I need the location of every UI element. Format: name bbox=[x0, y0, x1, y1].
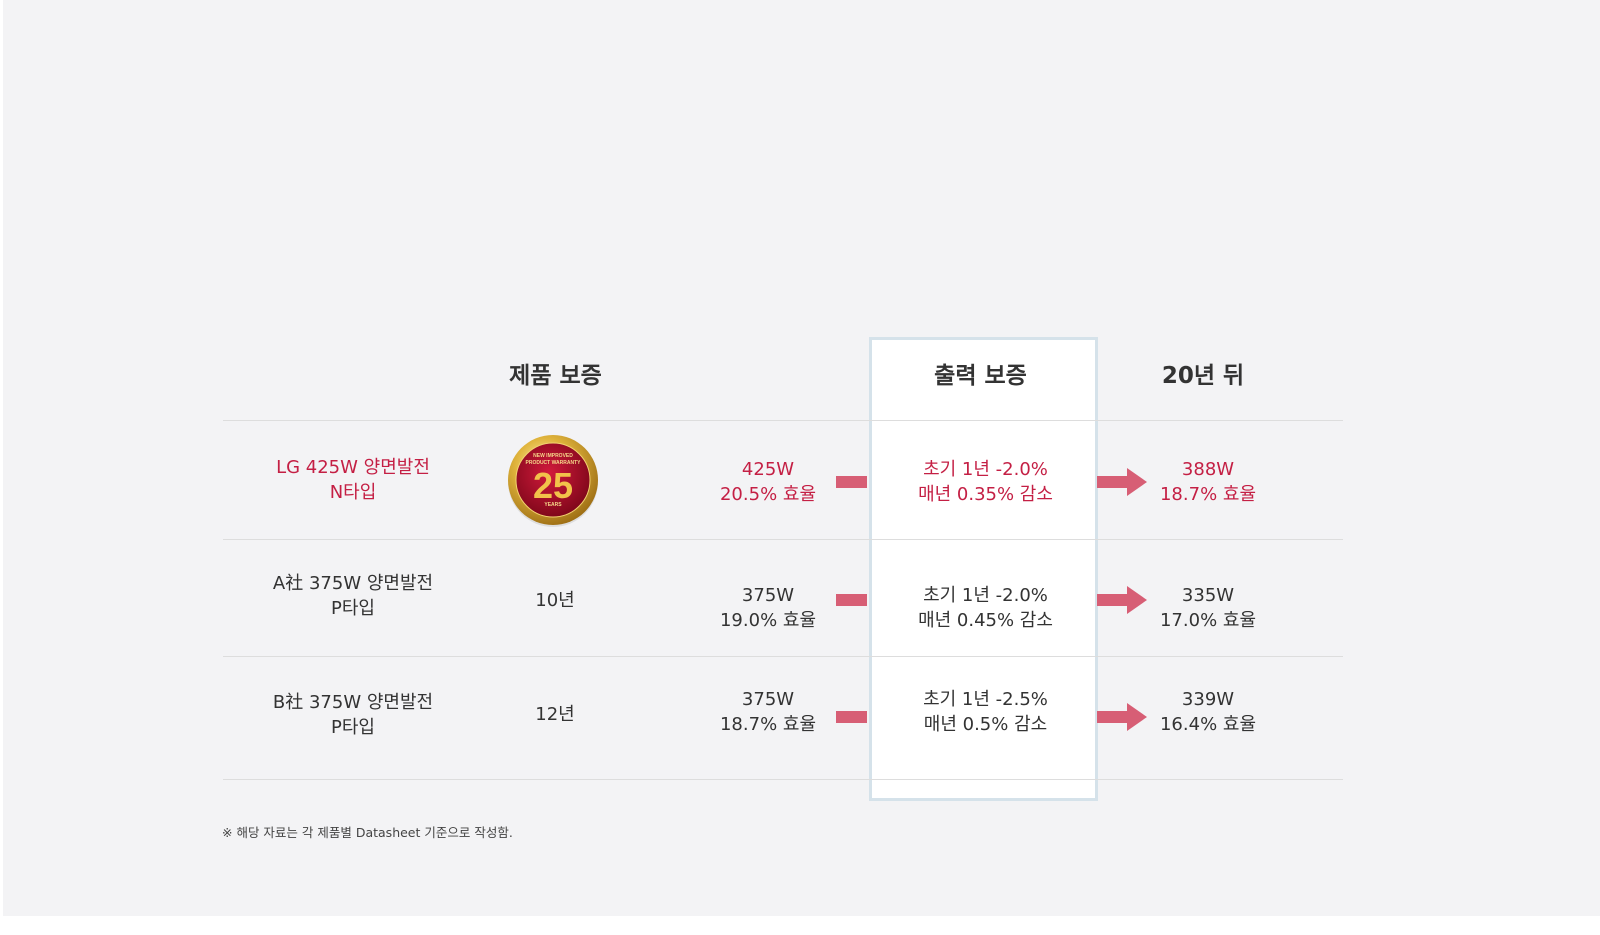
row-lg-initial: 425W 20.5% 효율 bbox=[703, 457, 833, 507]
bar-connector-icon bbox=[836, 594, 867, 606]
row-lg-output: 초기 1년 -2.0% 매년 0.35% 감소 bbox=[893, 457, 1078, 507]
product-type: P타입 bbox=[331, 717, 375, 738]
row-b-warranty: 12년 bbox=[535, 704, 575, 725]
output-annual-loss: 매년 0.45% 감소 bbox=[918, 610, 1053, 631]
initial-watt: 375W bbox=[741, 585, 795, 606]
bar-connector-icon bbox=[836, 711, 867, 723]
table-divider-1 bbox=[223, 539, 1343, 540]
after-watt: 339W bbox=[1181, 689, 1235, 710]
output-annual-loss: 매년 0.35% 감소 bbox=[918, 484, 1053, 505]
after-watt: 335W bbox=[1181, 585, 1235, 606]
header-after-20-years: 20년 뒤 bbox=[1161, 363, 1245, 389]
output-warranty-highlight-column bbox=[869, 337, 1098, 801]
output-initial-loss: 초기 1년 -2.5% bbox=[923, 689, 1048, 710]
after-efficiency: 17.0% 효율 bbox=[1159, 610, 1257, 631]
output-initial-loss: 초기 1년 -2.0% bbox=[923, 585, 1048, 606]
header-product-warranty: 제품 보증 bbox=[509, 363, 602, 389]
row-a-after: 335W 17.0% 효율 bbox=[1143, 583, 1273, 633]
initial-watt: 425W bbox=[741, 459, 795, 480]
comparison-page: 제품 보증 출력 보증 20년 뒤 LG 425W 양면발전 N타입 NEW I… bbox=[3, 0, 1600, 916]
product-type: N타입 bbox=[329, 482, 377, 503]
right-arrow-icon bbox=[1097, 586, 1147, 614]
product-name: B社 375W 양면발전 bbox=[272, 692, 434, 713]
badge-top-text: NEW IMPROVED bbox=[533, 453, 573, 459]
output-annual-loss: 매년 0.5% 감소 bbox=[923, 714, 1048, 735]
table-divider-top bbox=[223, 420, 1343, 421]
row-lg-after: 388W 18.7% 효율 bbox=[1143, 457, 1273, 507]
after-efficiency: 16.4% 효율 bbox=[1159, 714, 1257, 735]
output-initial-loss: 초기 1년 -2.0% bbox=[923, 459, 1048, 480]
table-divider-2 bbox=[223, 656, 1343, 657]
row-a-warranty: 10년 bbox=[535, 590, 575, 611]
initial-watt: 375W bbox=[741, 689, 795, 710]
row-b-product: B社 375W 양면발전 P타입 bbox=[243, 690, 463, 740]
bar-connector-icon bbox=[836, 476, 867, 488]
right-arrow-icon bbox=[1097, 468, 1147, 496]
product-name: LG 425W 양면발전 bbox=[276, 457, 430, 478]
initial-efficiency: 20.5% 효율 bbox=[719, 484, 817, 505]
badge-bottom-text: YEARS bbox=[544, 502, 562, 508]
initial-efficiency: 18.7% 효율 bbox=[719, 714, 817, 735]
product-type: P타입 bbox=[331, 598, 375, 619]
row-b-after: 339W 16.4% 효율 bbox=[1143, 687, 1273, 737]
footnote: ※ 해당 자료는 각 제품별 Datasheet 기준으로 작성함. bbox=[222, 825, 513, 840]
row-b-output: 초기 1년 -2.5% 매년 0.5% 감소 bbox=[893, 687, 1078, 737]
initial-efficiency: 19.0% 효율 bbox=[719, 610, 817, 631]
after-efficiency: 18.7% 효율 bbox=[1159, 484, 1257, 505]
row-lg-product: LG 425W 양면발전 N타입 bbox=[243, 455, 463, 505]
right-arrow-icon bbox=[1097, 703, 1147, 731]
badge-number: 25 bbox=[533, 465, 573, 506]
row-a-initial: 375W 19.0% 효율 bbox=[703, 583, 833, 633]
product-name: A社 375W 양면발전 bbox=[272, 573, 434, 594]
badge-mid-text: PRODUCT WARRANTY bbox=[526, 460, 582, 466]
after-watt: 388W bbox=[1181, 459, 1235, 480]
row-b-initial: 375W 18.7% 효율 bbox=[703, 687, 833, 737]
header-output-warranty: 출력 보증 bbox=[934, 363, 1027, 389]
table-divider-bottom bbox=[223, 779, 1343, 780]
row-a-product: A社 375W 양면발전 P타입 bbox=[243, 571, 463, 621]
row-a-output: 초기 1년 -2.0% 매년 0.45% 감소 bbox=[893, 583, 1078, 633]
warranty-seal-icon: NEW IMPROVED PRODUCT WARRANTY 25 YEARS bbox=[508, 435, 598, 527]
